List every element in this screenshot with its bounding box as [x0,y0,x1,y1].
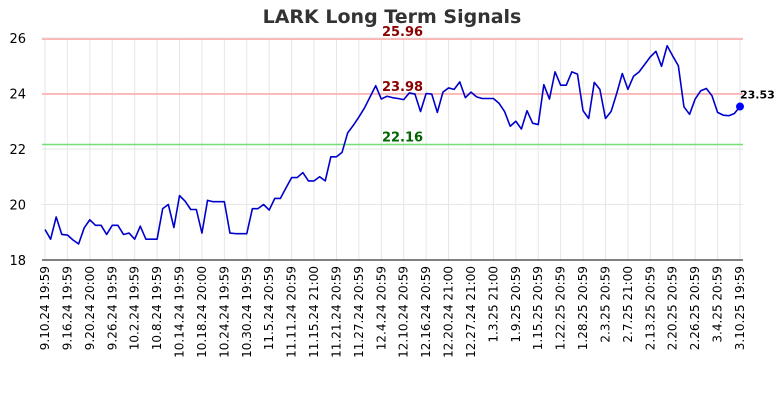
x-tick-label: 2.3.25 20:59 [598,266,612,343]
x-tick-label: 2.20.25 20:59 [666,266,680,350]
x-tick-label: 10.14.24 19:59 [173,266,187,358]
x-tick-label: 12.20.24 21:00 [442,266,456,358]
reference-line-label: 23.98 [382,80,423,95]
x-tick-label: 2.7.25 21:00 [621,266,635,343]
x-tick-label: 10.2.24 19:59 [128,266,142,350]
x-tick-label: 10.24.24 19:59 [217,266,231,358]
x-tick-label: 10.8.24 19:59 [150,266,164,350]
x-tick-label: 3.4.25 20:59 [711,266,725,343]
x-tick-label: 12.16.24 20:59 [419,266,433,358]
x-tick-label: 12.4.24 20:59 [374,266,388,350]
y-tick-label: 18 [9,254,26,269]
x-tick-label: 11.21.24 20:59 [329,266,343,358]
x-tick-label: 1.22.25 20:59 [554,266,568,350]
x-tick-label: 3.10.25 19:59 [733,266,747,350]
x-tick-label: 10.30.24 19:59 [240,266,254,358]
x-tick-label: 12.10.24 20:59 [397,266,411,358]
series-line [44,44,741,245]
x-tick-label: 9.10.24 19:59 [38,266,52,350]
x-tick-label: 9.20.24 20:00 [83,266,97,350]
x-tick-label: 12.27.24 21:00 [464,266,478,358]
x-tick-label: 2.13.25 20:59 [643,266,657,350]
x-tick-label: 1.9.25 20:59 [509,266,523,343]
x-tick-label: 11.15.24 21:00 [307,266,321,358]
x-tick-label: 11.5.24 20:59 [262,266,276,350]
last-value-marker [736,102,744,111]
x-tick-label: 11.27.24 20:59 [352,266,366,358]
chart-title: LARK Long Term Signals [262,6,522,28]
y-tick-label: 20 [9,199,26,214]
x-tick-label: 9.26.24 19:59 [105,266,119,350]
x-tick-label: 1.3.25 21:00 [486,266,500,343]
x-tick-label: 2.26.25 20:59 [688,266,702,350]
reference-line-label: 25.96 [382,25,423,40]
x-tick-label: 11.11.24 20:59 [285,266,299,358]
x-tick-label: 1.15.25 20:59 [531,266,545,350]
last-value-label: 23.53 [740,89,775,102]
y-tick-label: 22 [9,143,26,158]
x-tick-label: 9.16.24 19:59 [60,266,74,350]
y-tick-label: 26 [9,32,26,47]
x-tick-label: 1.28.25 20:59 [576,266,590,350]
x-tick-label: 10.18.24 20:00 [195,266,209,358]
reference-line-label: 22.16 [382,131,423,146]
y-tick-label: 24 [9,88,26,103]
